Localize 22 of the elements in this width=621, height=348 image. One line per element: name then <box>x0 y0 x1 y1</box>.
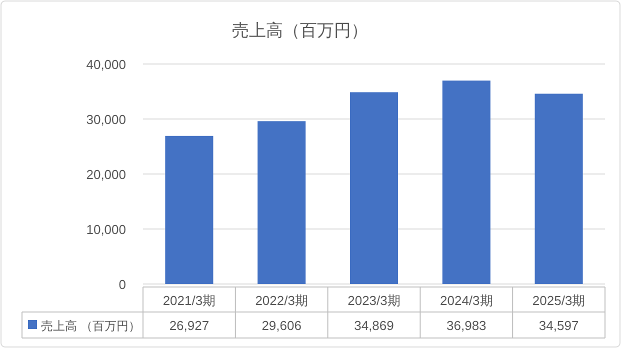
data-label: 29,606 <box>262 318 302 333</box>
y-tick-label: 0 <box>118 277 126 292</box>
x-tick-label: 2024/3期 <box>440 293 493 308</box>
bar <box>165 136 214 284</box>
bar <box>534 94 583 284</box>
x-tick-label: 2021/3期 <box>162 293 216 308</box>
data-label: 34,597 <box>538 318 579 333</box>
bar <box>442 80 490 284</box>
data-label: 34,869 <box>354 318 394 333</box>
x-tick-label: 2023/3期 <box>348 293 400 308</box>
x-tick-label: 2025/3期 <box>532 293 586 308</box>
y-tick-label: 20,000 <box>86 167 126 182</box>
bar <box>350 92 398 284</box>
data-label: 36,983 <box>446 318 486 333</box>
y-tick-label: 40,000 <box>86 57 126 72</box>
chart-title: 売上高（百万円） <box>232 21 368 40</box>
legend-label: 売上高 （百万円） <box>41 319 140 333</box>
data-label: 26,927 <box>169 318 210 333</box>
y-tick-label: 30,000 <box>86 112 126 127</box>
bar <box>258 121 306 284</box>
y-tick-label: 10,000 <box>86 222 126 237</box>
x-tick-label: 2022/3期 <box>255 293 308 308</box>
